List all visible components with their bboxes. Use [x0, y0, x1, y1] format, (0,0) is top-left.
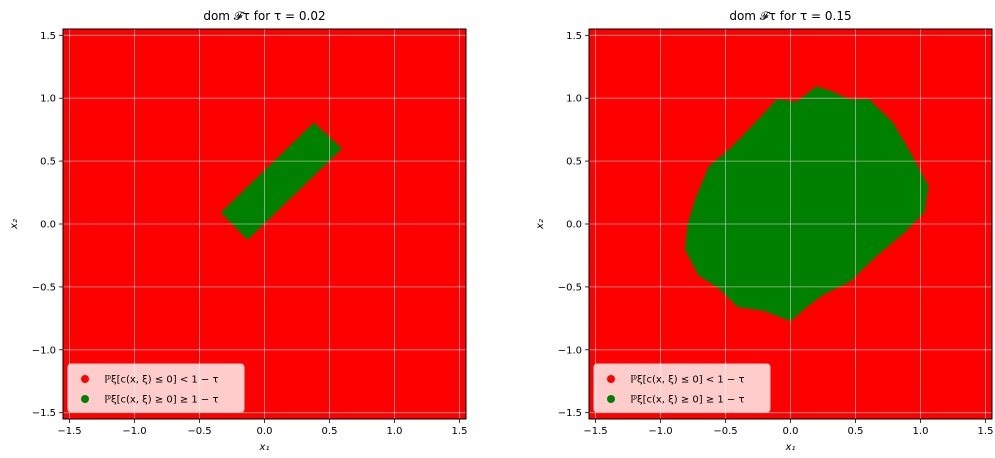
- x-tick-label: −0.5: [187, 426, 211, 437]
- y-tick-label: −1.5: [32, 408, 56, 419]
- x-tick-label: −1.0: [122, 426, 146, 437]
- y-tick-label: 0.0: [566, 220, 582, 231]
- feasible-region: [221, 123, 342, 240]
- x-tick-label: 0.5: [322, 426, 338, 437]
- y-tick-label: 0.5: [566, 157, 582, 168]
- x-tick-label: 1.5: [978, 426, 994, 437]
- y-tick-label: −1.0: [32, 345, 56, 356]
- subplot-1: −1.5 −1.0 −0.5 0.0 0.5 1.0 1.5 −1.5 −1.0 −0.5 0.0 0…: [9, 9, 467, 453]
- legend-marker: [81, 375, 89, 383]
- y-tick-label: 1.5: [40, 31, 56, 42]
- legend-label: ℙξ[c(x, ξ) ≥ 0] ≥ 1 − τ: [104, 395, 219, 406]
- y-tick-label: 1.5: [566, 31, 582, 42]
- y-axis-label: x₂: [9, 219, 20, 230]
- chart-title: dom 𝓕τ for τ = 0.15: [729, 9, 851, 23]
- x-axis-label: x₁: [259, 442, 270, 453]
- legend-box: [67, 363, 245, 413]
- y-tick-label: −1.5: [558, 408, 582, 419]
- legend: ℙξ[c(x, ξ) ≤ 0] < 1 − τ ℙξ[c(x, ξ) ≥ 0] ≥…: [593, 363, 771, 413]
- subplot-2: −1.5 −1.0 −0.5 0.0 0.5 1.0 1.5 −1.5 −1.0 −0.5 0.0 0…: [535, 9, 993, 453]
- x-tick-label: 1.0: [387, 426, 403, 437]
- x-tick-label: −1.5: [583, 426, 607, 437]
- legend-label: ℙξ[c(x, ξ) ≥ 0] ≥ 1 − τ: [630, 395, 745, 406]
- x-tick-label: 1.5: [452, 426, 468, 437]
- x-tick-label: 0.5: [848, 426, 864, 437]
- y-tick-label: 1.0: [566, 94, 582, 105]
- legend: ℙξ[c(x, ξ) ≤ 0] < 1 − τ ℙξ[c(x, ξ) ≥ 0] ≥…: [67, 363, 245, 413]
- y-tick-label: −0.5: [558, 282, 582, 293]
- legend-marker: [81, 395, 89, 403]
- chart-title: dom 𝓕τ for τ = 0.02: [203, 9, 325, 23]
- legend-label: ℙξ[c(x, ξ) ≤ 0] < 1 − τ: [104, 375, 219, 386]
- y-tick-label: −1.0: [558, 345, 582, 356]
- x-tick-label: 0.0: [257, 426, 273, 437]
- y-tick-label: 1.0: [40, 94, 56, 105]
- x-tick-label: −0.5: [713, 426, 737, 437]
- y-tick-label: 0.0: [40, 220, 56, 231]
- x-axis-label: x₁: [785, 442, 796, 453]
- legend-marker: [607, 375, 615, 383]
- legend-label: ℙξ[c(x, ξ) ≤ 0] < 1 − τ: [630, 375, 745, 386]
- y-axis-label: x₂: [535, 219, 546, 230]
- x-tick-label: 0.0: [783, 426, 799, 437]
- y-tick-label: −0.5: [32, 282, 56, 293]
- legend-marker: [607, 395, 615, 403]
- x-tick-label: −1.5: [57, 426, 81, 437]
- y-tick-label: 0.5: [40, 157, 56, 168]
- x-tick-label: 1.0: [913, 426, 929, 437]
- x-tick-label: −1.0: [648, 426, 672, 437]
- legend-box: [593, 363, 771, 413]
